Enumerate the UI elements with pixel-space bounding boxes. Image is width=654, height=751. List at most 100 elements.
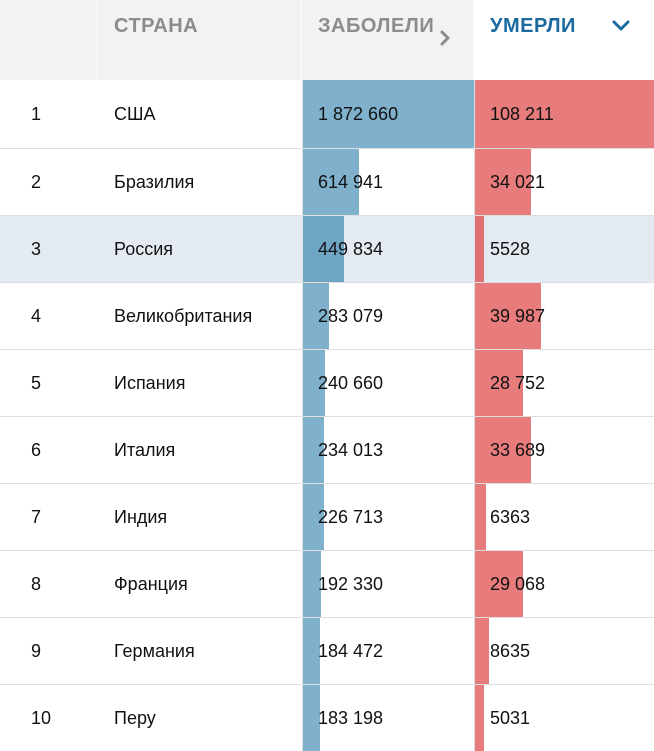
rank-cell: 5 [31,372,42,393]
header-deaths-label: УМЕРЛИ [490,15,576,37]
country-cell: Индия [114,506,168,527]
rank-cell: 4 [31,305,42,326]
cases-bar [303,216,344,282]
deaths-bar [475,283,541,349]
cases-bar [303,417,324,483]
cases-bar [303,149,359,215]
table-header: СТРАНА ЗАБОЛЕЛИ УМЕРЛИ [0,0,654,80]
deaths-bar [475,216,484,282]
country-cell: Германия [114,640,195,661]
table-row[interactable]: 7 Индия 226 713 6363 [0,483,654,550]
deaths-cell: 108 211 [474,80,654,148]
cases-bar [303,283,329,349]
country-cell: Россия [114,238,174,259]
table-row[interactable]: 2 Бразилия 614 941 34 021 [0,148,654,215]
cases-bar [303,350,325,416]
country-cell: Италия [114,439,176,460]
cases-cell: 183 198 [302,685,474,751]
deaths-cell: 5031 [474,685,654,751]
cases-cell: 184 472 [302,618,474,684]
deaths-bar [475,551,523,617]
chevron-down-icon[interactable] [610,14,632,36]
country-cell: Перу [114,707,156,728]
cases-bar [303,484,324,550]
deaths-value: 29 068 [490,573,546,594]
rank-cell: 3 [31,238,42,259]
header-country-label: СТРАНА [114,15,199,37]
table-row[interactable]: 9 Германия 184 472 8635 [0,617,654,684]
deaths-cell: 5528 [474,216,654,282]
cases-value: 226 713 [318,506,384,527]
deaths-bar [475,484,486,550]
table-row[interactable]: 1 США 1 872 660 108 211 [0,80,654,148]
table-row[interactable]: 4 Великобритания 283 079 39 987 [0,282,654,349]
rank-cell: 1 [31,103,42,124]
header-cases[interactable]: ЗАБОЛЕЛИ [302,0,474,80]
cases-cell: 1 872 660 [302,80,474,148]
header-country[interactable]: СТРАНА [98,0,302,80]
rank-cell: 10 [31,707,52,728]
deaths-value: 39 987 [490,305,546,326]
cases-bar [303,618,320,684]
cases-value: 234 013 [318,439,384,460]
cases-value: 449 834 [318,238,384,259]
deaths-value: 108 211 [490,103,554,124]
table-row[interactable]: 10 Перу 183 198 5031 [0,684,654,751]
deaths-cell: 33 689 [474,417,654,483]
deaths-bar [475,350,523,416]
cases-value: 183 198 [318,707,384,728]
deaths-bar [475,417,531,483]
deaths-cell: 28 752 [474,350,654,416]
cases-value: 184 472 [318,640,384,661]
rank-cell: 8 [31,573,42,594]
cases-bar [303,685,320,751]
cases-value: 192 330 [318,573,384,594]
cases-cell: 234 013 [302,417,474,483]
cases-bar [303,80,474,148]
deaths-value: 5528 [490,238,531,259]
cases-cell: 192 330 [302,551,474,617]
rank-cell: 9 [31,640,42,661]
deaths-bar [475,80,654,148]
deaths-bar [475,685,484,751]
deaths-value: 33 689 [490,439,546,460]
cases-cell: 449 834 [302,216,474,282]
header-deaths[interactable]: УМЕРЛИ [474,0,654,80]
cases-value: 283 079 [318,305,384,326]
country-cell: США [114,103,156,124]
deaths-cell: 6363 [474,484,654,550]
cases-value: 240 660 [318,372,384,393]
deaths-bar [475,149,531,215]
deaths-cell: 8635 [474,618,654,684]
country-cell: Испания [114,372,186,393]
cases-cell: 614 941 [302,149,474,215]
country-cell: Великобритания [114,305,253,326]
table-row[interactable]: 6 Италия 234 013 33 689 [0,416,654,483]
table-body: 1 США 1 872 660 108 211 2 Бразилия 614 941 34 0… [0,80,654,751]
deaths-cell: 29 068 [474,551,654,617]
chevron-right-icon[interactable] [435,28,455,48]
rank-cell: 7 [31,506,42,527]
cases-bar [303,551,321,617]
deaths-value: 8635 [490,640,531,661]
header-cases-label: ЗАБОЛЕЛИ [318,15,435,37]
country-cell: Франция [114,573,188,594]
deaths-bar [475,618,489,684]
cases-value: 1 872 660 [318,103,399,124]
deaths-value: 34 021 [490,171,546,192]
cases-value: 614 941 [318,171,384,192]
rank-cell: 2 [31,171,42,192]
cases-cell: 283 079 [302,283,474,349]
deaths-cell: 39 987 [474,283,654,349]
table-row[interactable]: 3 Россия 449 834 5528 [0,215,654,282]
deaths-value: 28 752 [490,372,546,393]
rank-cell: 6 [31,439,42,460]
deaths-cell: 34 021 [474,149,654,215]
cases-cell: 226 713 [302,484,474,550]
cases-cell: 240 660 [302,350,474,416]
deaths-value: 6363 [490,506,531,527]
table-row[interactable]: 8 Франция 192 330 29 068 [0,550,654,617]
deaths-value: 5031 [490,707,531,728]
table-row[interactable]: 5 Испания 240 660 28 752 [0,349,654,416]
